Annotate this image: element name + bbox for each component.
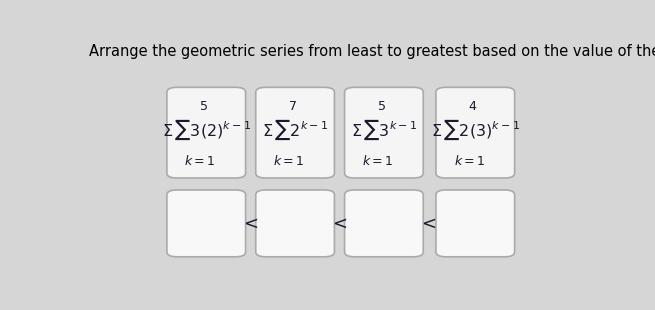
- FancyBboxPatch shape: [345, 87, 423, 178]
- Text: $k=1$: $k=1$: [453, 154, 485, 168]
- Text: $\Sigma\,\sum 3(2)^{k-1}$: $\Sigma\,\sum 3(2)^{k-1}$: [162, 118, 251, 142]
- FancyBboxPatch shape: [345, 190, 423, 257]
- FancyBboxPatch shape: [255, 190, 335, 257]
- Text: <: <: [244, 215, 259, 232]
- Text: $5$: $5$: [377, 100, 386, 113]
- FancyBboxPatch shape: [255, 87, 335, 178]
- Text: <: <: [421, 215, 436, 232]
- FancyBboxPatch shape: [167, 190, 246, 257]
- FancyBboxPatch shape: [436, 87, 515, 178]
- FancyBboxPatch shape: [167, 87, 246, 178]
- Text: Arrange the geometric series from least to greatest based on the value of their : Arrange the geometric series from least …: [90, 44, 655, 59]
- Text: $\Sigma\,\sum 2(3)^{k-1}$: $\Sigma\,\sum 2(3)^{k-1}$: [431, 118, 520, 142]
- Text: $5$: $5$: [199, 100, 208, 113]
- Text: $\Sigma\,\sum 3^{k-1}$: $\Sigma\,\sum 3^{k-1}$: [350, 118, 417, 142]
- Text: $k=1$: $k=1$: [362, 154, 394, 168]
- FancyBboxPatch shape: [436, 190, 515, 257]
- Text: $k=1$: $k=1$: [273, 154, 305, 168]
- Text: $k=1$: $k=1$: [185, 154, 215, 168]
- Text: <: <: [332, 215, 347, 232]
- Text: $4$: $4$: [468, 100, 477, 113]
- Text: $\Sigma\,\sum 2^{k-1}$: $\Sigma\,\sum 2^{k-1}$: [262, 118, 328, 142]
- Text: $7$: $7$: [288, 100, 297, 113]
